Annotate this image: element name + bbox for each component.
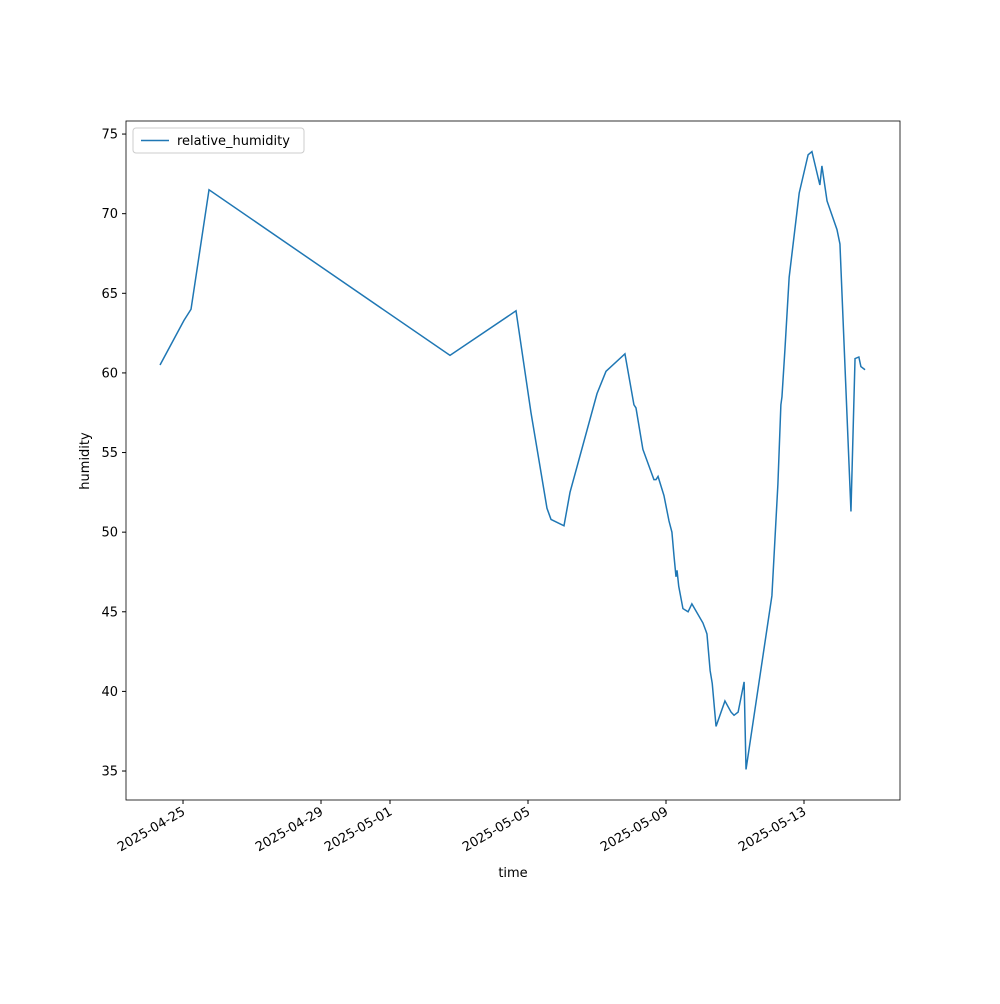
legend-label: relative_humidity [177,134,290,149]
x-tick-label: 2025-05-13 [736,804,809,855]
legend-box [132,127,305,154]
y-tick-label: 65 [101,287,118,302]
x-tick-label: 2025-04-25 [115,804,188,855]
x-tick-label: 2025-04-29 [253,804,326,855]
x-axis-label: time [498,866,527,881]
x-tick-label: 2025-05-05 [460,804,533,855]
y-tick-label: 35 [101,765,118,780]
y-tick-label: 50 [101,526,118,541]
y-tick-label: 40 [101,685,118,700]
y-tick-label: 75 [101,128,118,143]
y-axis-label: humidity [78,432,93,490]
line [159,150,866,770]
x-tick-label: 2025-05-09 [598,804,671,855]
y-tick-label: 45 [101,605,118,620]
y-tick-label: 60 [101,366,118,381]
x-tick-label: 2025-05-01 [322,804,395,855]
y-tick-label: 70 [101,207,118,222]
plot-frame [125,120,901,801]
y-tick-label: 55 [101,446,118,461]
